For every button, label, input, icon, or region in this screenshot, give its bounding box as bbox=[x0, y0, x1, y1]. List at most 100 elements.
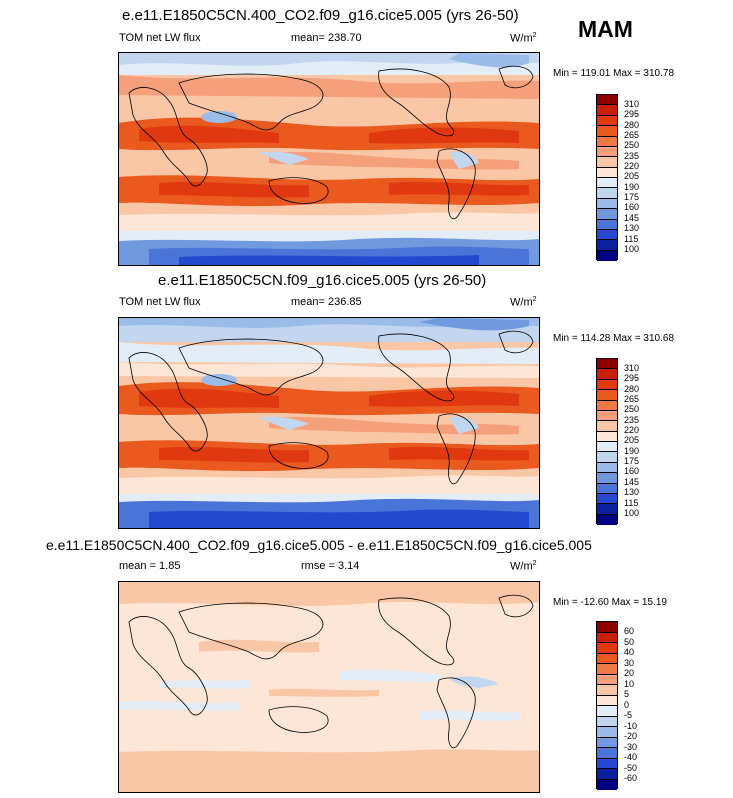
colorbar-box bbox=[597, 716, 617, 727]
colorbar-tick-label: 175 bbox=[624, 192, 640, 202]
colorbar-tick-label: 115 bbox=[624, 234, 639, 244]
colorbar-box bbox=[597, 632, 617, 643]
colorbar-box bbox=[597, 219, 617, 230]
panel-top-title: e.e11.E1850C5CN.400_CO2.f09_g16.cice5.00… bbox=[122, 7, 519, 24]
panel-middle-units: W/m2 bbox=[510, 296, 537, 309]
colorbar-tick-label: 280 bbox=[624, 384, 640, 394]
panel-middle-colorbar bbox=[596, 358, 618, 525]
colorbar-box bbox=[597, 483, 617, 494]
panel-bottom-mean: mean = 1.85 bbox=[119, 560, 181, 572]
colorbar-tick-label: -50 bbox=[624, 763, 638, 773]
colorbar-tick-label: -40 bbox=[624, 752, 638, 762]
colorbar-box bbox=[597, 748, 617, 759]
colorbar-box bbox=[597, 493, 617, 505]
colorbar-box bbox=[597, 421, 617, 432]
colorbar-box bbox=[597, 664, 617, 675]
colorbar-box bbox=[597, 431, 617, 442]
colorbar-tick-label: 115 bbox=[624, 498, 639, 508]
colorbar-box bbox=[597, 209, 617, 220]
colorbar-tick-label: 145 bbox=[624, 477, 640, 487]
colorbar-box bbox=[597, 240, 617, 251]
panel-middle-map bbox=[118, 317, 540, 529]
colorbar-tick-label: 160 bbox=[624, 466, 640, 476]
colorbar-tick-label: 265 bbox=[624, 394, 640, 404]
colorbar-box bbox=[597, 400, 617, 411]
colorbar-box bbox=[597, 779, 617, 790]
colorbar-tick-label: -20 bbox=[624, 731, 638, 741]
colorbar-box bbox=[597, 126, 617, 137]
colorbar-tick-label: 175 bbox=[624, 456, 640, 466]
colorbar-box bbox=[597, 105, 617, 116]
colorbar-box bbox=[597, 674, 617, 685]
panel-bottom-title: e.e11.E1850C5CN.400_CO2.f09_g16.cice5.00… bbox=[46, 537, 592, 553]
colorbar-tick-label: 280 bbox=[624, 120, 640, 130]
colorbar-box bbox=[597, 473, 617, 484]
panel-middle-minmax: Min = 114.28 Max = 310.68 bbox=[553, 333, 675, 344]
panel-middle-variable: TOM net LW flux bbox=[119, 296, 201, 308]
panel-bottom-rmse: rmse = 3.14 bbox=[301, 560, 360, 572]
colorbar-box bbox=[597, 146, 617, 158]
colorbar-tick-label: 20 bbox=[624, 668, 635, 678]
colorbar-tick-label: 310 bbox=[624, 363, 640, 373]
colorbar-tick-label: 190 bbox=[624, 446, 640, 456]
colorbar-box bbox=[597, 369, 617, 380]
panel-top-colorbar bbox=[596, 94, 618, 261]
colorbar-tick-label: 190 bbox=[624, 182, 640, 192]
colorbar-box bbox=[597, 737, 617, 748]
colorbar-box bbox=[597, 178, 617, 189]
colorbar-box bbox=[597, 758, 617, 769]
colorbar-tick-label: 250 bbox=[624, 140, 640, 150]
colorbar-tick-label: -30 bbox=[624, 742, 638, 752]
panel-middle-mean: mean= 236.85 bbox=[291, 296, 362, 308]
colorbar-box bbox=[597, 727, 617, 738]
colorbar-box bbox=[597, 706, 617, 717]
colorbar-box bbox=[597, 136, 617, 147]
colorbar-tick-label: 130 bbox=[624, 223, 640, 233]
colorbar-tick-label: 10 bbox=[624, 679, 635, 689]
panel-middle-title: e.e11.E1850C5CN.f09_g16.cice5.005 (yrs 2… bbox=[158, 272, 487, 289]
colorbar-box bbox=[597, 229, 617, 241]
panel-bottom-colorbar bbox=[596, 621, 618, 790]
colorbar-tick-label: -60 bbox=[624, 773, 638, 783]
colorbar-tick-label: 100 bbox=[624, 244, 640, 254]
colorbar-tick-label: 265 bbox=[624, 130, 640, 140]
colorbar-tick-label: 50 bbox=[624, 637, 635, 647]
colorbar-box bbox=[597, 622, 617, 633]
colorbar-tick-label: 205 bbox=[624, 171, 640, 181]
colorbar-box bbox=[597, 167, 617, 178]
colorbar-tick-label: 0 bbox=[624, 700, 630, 710]
colorbar-box bbox=[597, 685, 617, 696]
panel-top-map bbox=[118, 52, 540, 266]
panel-top-mean: mean= 238.70 bbox=[291, 32, 362, 44]
panel-top-variable: TOM net LW flux bbox=[119, 32, 201, 44]
colorbar-tick-label: 40 bbox=[624, 647, 635, 657]
colorbar-box bbox=[597, 359, 617, 370]
panel-bottom-units: W/m2 bbox=[510, 560, 537, 573]
colorbar-box bbox=[597, 379, 617, 391]
colorbar-box bbox=[597, 95, 617, 106]
season-label: MAM bbox=[578, 16, 633, 42]
colorbar-box bbox=[597, 769, 617, 780]
panel-bottom-map bbox=[118, 581, 540, 793]
colorbar-box bbox=[597, 504, 617, 515]
panel-bottom-minmax: Min = -12.60 Max = 15.19 bbox=[553, 597, 667, 608]
colorbar-tick-label: 220 bbox=[624, 425, 640, 435]
colorbar-tick-label: 235 bbox=[624, 151, 640, 161]
colorbar-box bbox=[597, 250, 617, 261]
panel-top-units: W/m2 bbox=[510, 32, 537, 45]
colorbar-tick-label: -10 bbox=[624, 721, 638, 731]
colorbar-box bbox=[597, 514, 617, 525]
colorbar-tick-label: 295 bbox=[624, 109, 640, 119]
colorbar-box bbox=[597, 695, 617, 706]
colorbar-box bbox=[597, 198, 617, 210]
colorbar-tick-label: 60 bbox=[624, 626, 635, 636]
colorbar-box bbox=[597, 452, 617, 463]
colorbar-tick-label: 205 bbox=[624, 435, 640, 445]
colorbar-box bbox=[597, 462, 617, 474]
colorbar-box bbox=[597, 653, 617, 664]
colorbar-tick-label: 250 bbox=[624, 404, 640, 414]
colorbar-box bbox=[597, 442, 617, 453]
colorbar-tick-label: 295 bbox=[624, 373, 640, 383]
colorbar-tick-label: 5 bbox=[624, 689, 630, 699]
colorbar-box bbox=[597, 157, 617, 168]
